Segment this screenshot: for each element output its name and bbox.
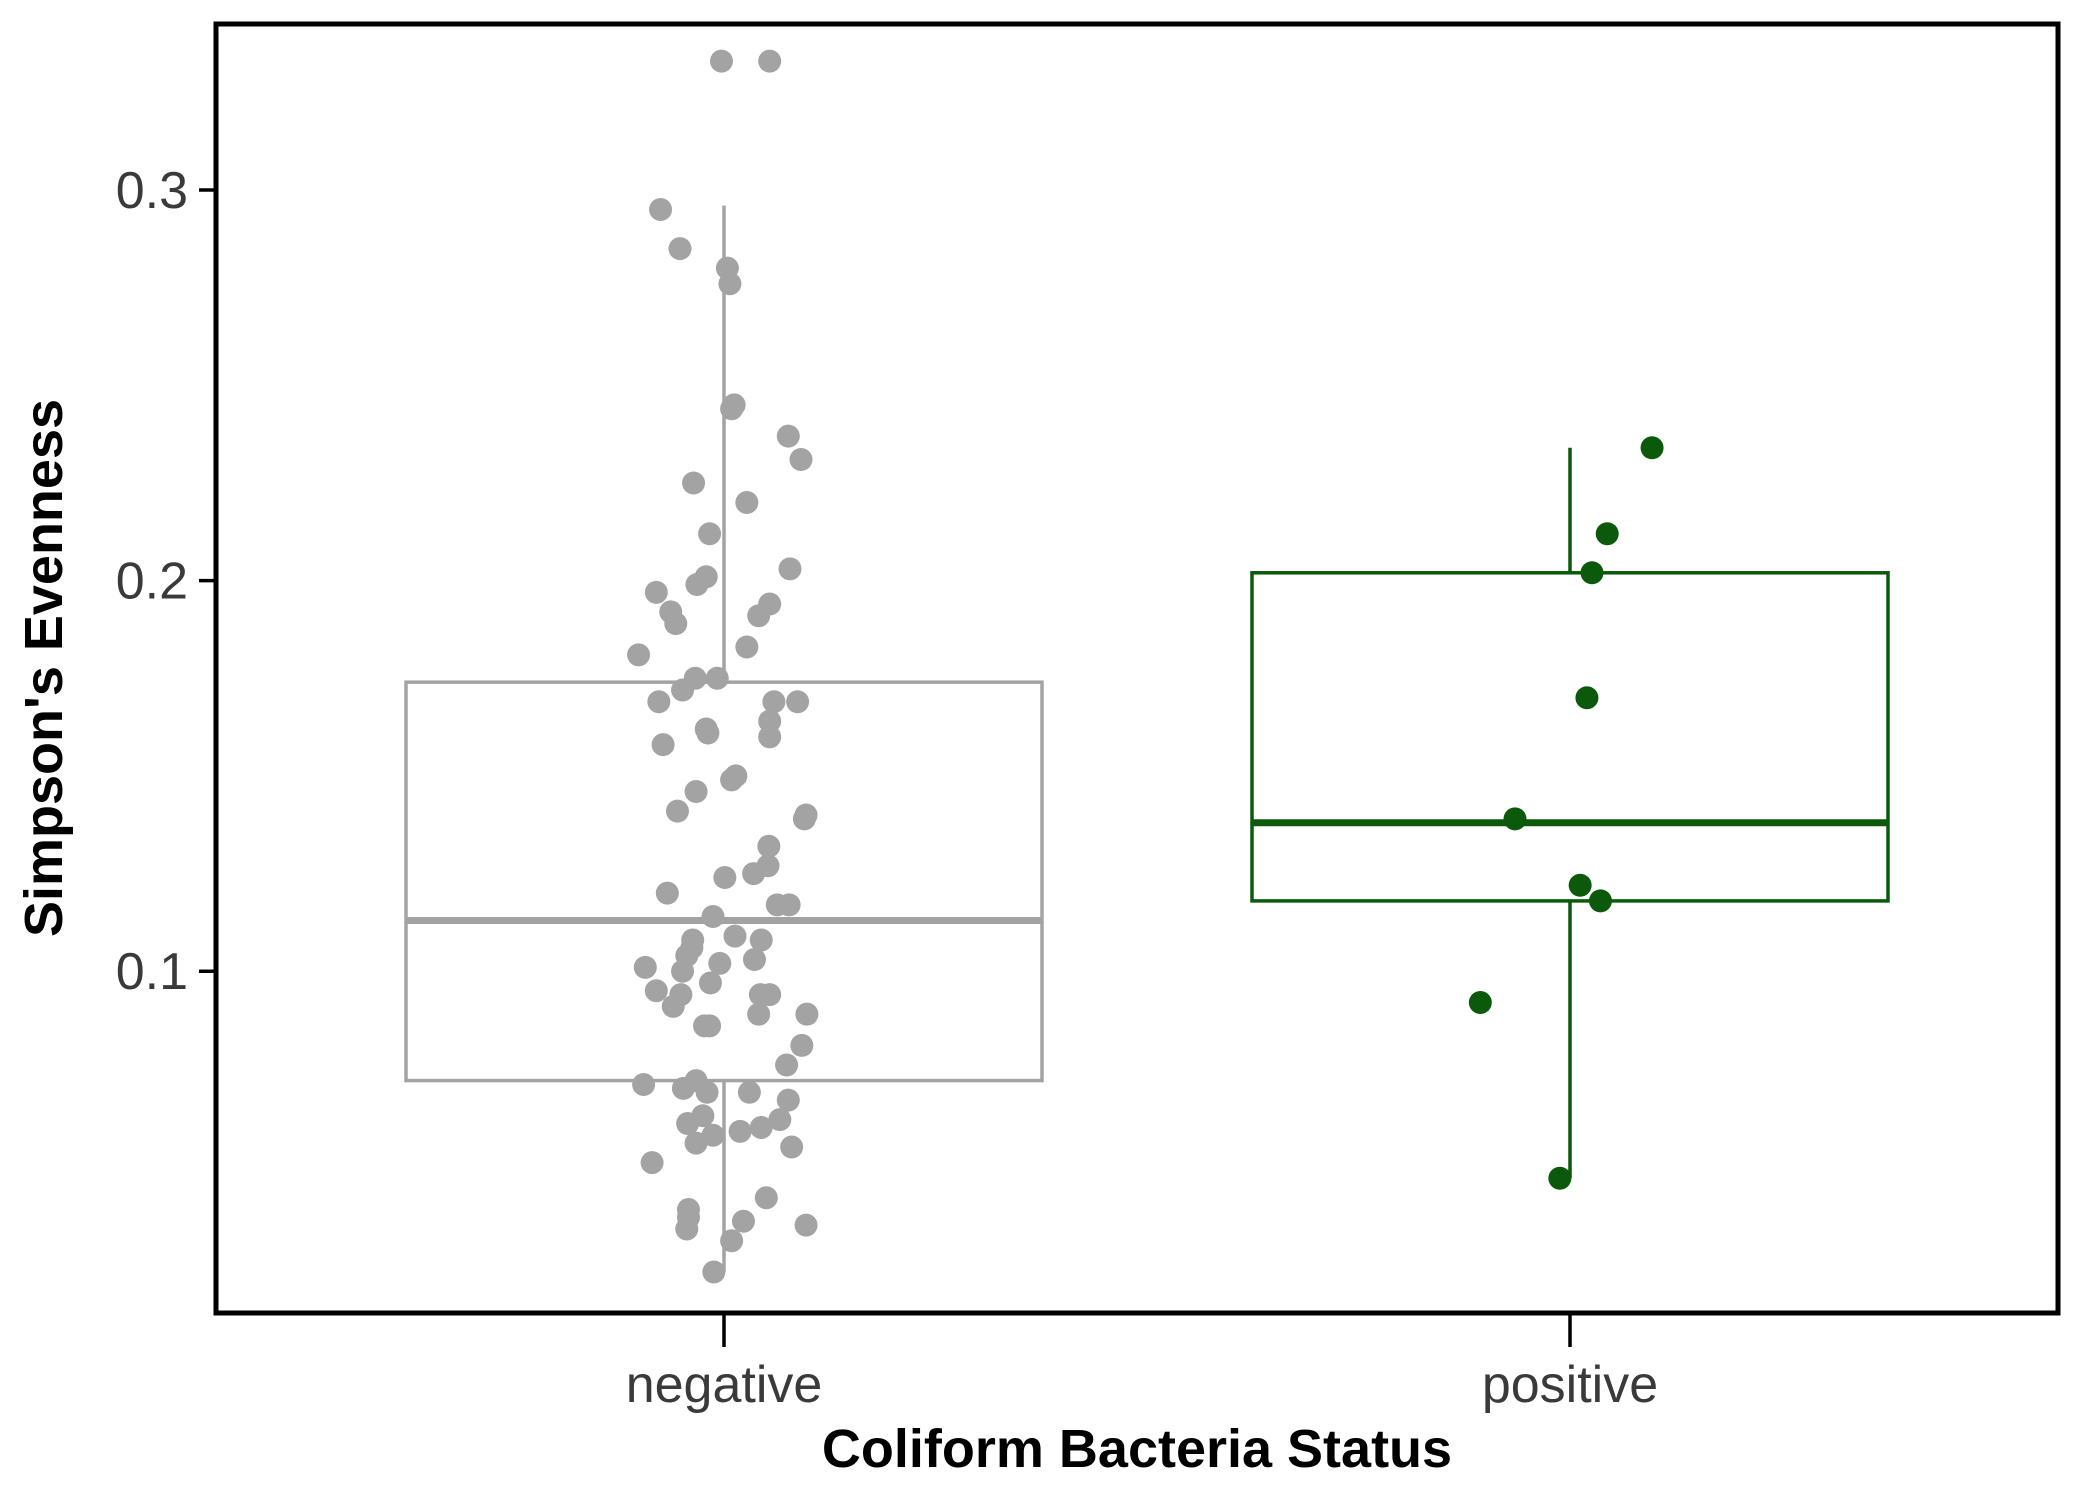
data-point-negative-39	[792, 807, 816, 831]
data-point-negative-91	[702, 1260, 726, 1284]
y-tick-label-2: 0.3	[116, 162, 188, 220]
data-point-negative-82	[780, 1135, 804, 1159]
data-point-negative-2	[649, 198, 673, 222]
data-point-negative-70	[632, 1072, 656, 1096]
box-group-positive	[1250, 436, 1890, 1190]
data-point-negative-1	[758, 49, 782, 73]
data-point-negative-62	[661, 994, 685, 1018]
data-point-negative-21	[735, 635, 759, 659]
data-point-negative-31	[696, 721, 720, 745]
data-point-negative-63	[795, 1002, 819, 1026]
data-point-negative-58	[644, 979, 668, 1003]
data-point-negative-77	[676, 1112, 700, 1136]
data-point-negative-24	[705, 666, 729, 690]
data-point-negative-54	[708, 951, 732, 975]
data-point-negative-49	[749, 928, 773, 952]
data-point-negative-47	[701, 905, 725, 929]
data-point-positive-0	[1640, 436, 1664, 460]
data-point-negative-46	[777, 893, 801, 917]
data-point-negative-8	[776, 424, 800, 448]
data-point-negative-89	[675, 1217, 699, 1241]
data-point-negative-44	[655, 881, 679, 905]
data-point-negative-83	[640, 1151, 664, 1175]
data-point-negative-11	[735, 490, 759, 514]
x-axis-title: Coliform Bacteria Status	[822, 1419, 1452, 1479]
data-point-negative-43	[713, 865, 737, 889]
data-point-positive-5	[1568, 873, 1592, 897]
data-point-negative-84	[754, 1186, 778, 1210]
data-point-negative-10	[682, 471, 706, 495]
data-point-negative-56	[671, 959, 695, 983]
data-point-negative-40	[757, 834, 781, 858]
data-point-negative-48	[723, 924, 747, 948]
data-point-negative-64	[747, 1002, 771, 1026]
data-point-negative-88	[794, 1213, 818, 1237]
data-point-negative-78	[749, 1115, 773, 1139]
data-point-negative-16	[644, 580, 668, 604]
data-point-negative-15	[685, 573, 709, 597]
data-point-negative-87	[731, 1209, 755, 1233]
data-point-negative-7	[722, 393, 746, 417]
data-point-negative-37	[665, 799, 689, 823]
data-point-negative-71	[671, 1076, 695, 1100]
data-point-negative-76	[768, 1108, 792, 1132]
box-positive	[1250, 571, 1890, 903]
y-tick-label-1: 0.2	[116, 553, 188, 611]
data-point-negative-60	[748, 983, 772, 1007]
data-point-negative-20	[664, 612, 688, 636]
data-point-negative-25	[671, 678, 695, 702]
data-point-positive-4	[1503, 807, 1527, 831]
data-point-negative-0	[709, 49, 733, 73]
data-point-negative-79	[728, 1119, 752, 1143]
data-point-negative-27	[762, 690, 786, 714]
data-point-negative-55	[633, 955, 657, 979]
plot-panel-border	[213, 21, 2061, 1316]
data-point-negative-5	[718, 272, 742, 296]
data-point-negative-32	[758, 725, 782, 749]
data-point-positive-3	[1575, 686, 1599, 710]
data-point-negative-35	[720, 768, 744, 792]
data-point-positive-7	[1468, 990, 1492, 1014]
data-point-negative-28	[786, 690, 810, 714]
data-point-negative-68	[775, 1053, 799, 1077]
data-point-negative-73	[737, 1080, 761, 1104]
data-point-negative-53	[742, 948, 766, 972]
data-point-negative-66	[698, 1014, 722, 1038]
data-point-negative-42	[742, 862, 766, 886]
data-point-negative-19	[747, 604, 771, 628]
data-point-negative-72	[695, 1080, 719, 1104]
data-point-negative-3	[668, 237, 692, 261]
data-point-negative-67	[790, 1033, 814, 1057]
data-point-negative-36	[684, 780, 708, 804]
data-point-negative-12	[698, 522, 722, 546]
x-tick-label-positive: positive	[1482, 1356, 1658, 1414]
data-point-negative-74	[776, 1088, 800, 1112]
data-point-positive-1	[1595, 522, 1619, 546]
y-axis-title: Simpson's Evenness	[14, 399, 74, 937]
data-point-negative-9	[789, 448, 813, 472]
data-point-negative-57	[698, 971, 722, 995]
data-point-negative-81	[684, 1131, 708, 1155]
data-point-positive-8	[1548, 1166, 1572, 1190]
box-group-negative	[404, 49, 1044, 1284]
data-point-negative-13	[778, 557, 802, 581]
data-point-negative-90	[720, 1229, 744, 1253]
data-point-negative-26	[647, 690, 671, 714]
data-point-positive-6	[1588, 889, 1612, 913]
x-tick-label-negative: negative	[626, 1356, 823, 1414]
data-point-negative-22	[627, 643, 651, 667]
data-point-negative-33	[651, 733, 675, 757]
data-point-positive-2	[1580, 561, 1604, 585]
y-tick-label-0: 0.1	[116, 943, 188, 1001]
